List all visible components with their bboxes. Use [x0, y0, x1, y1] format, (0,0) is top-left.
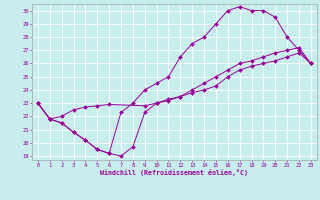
- X-axis label: Windchill (Refroidissement éolien,°C): Windchill (Refroidissement éolien,°C): [100, 169, 248, 176]
